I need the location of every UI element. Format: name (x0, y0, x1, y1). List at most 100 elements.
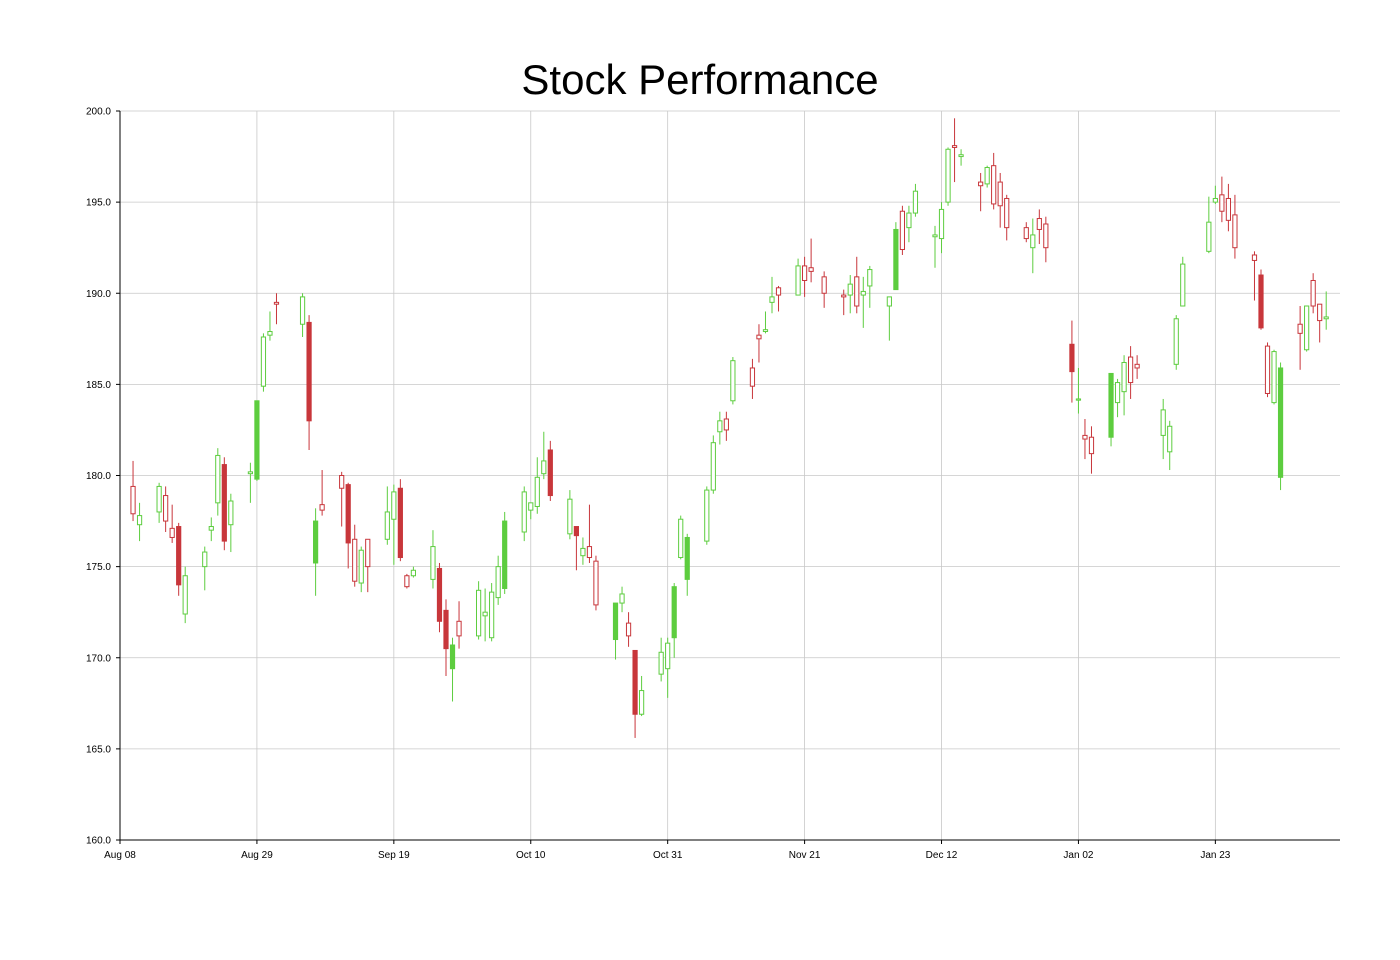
candle (938, 202, 945, 254)
candle-body (567, 498, 573, 535)
candle (1258, 269, 1264, 330)
candle-body (221, 464, 227, 542)
y-tick-label: 200.0 (86, 107, 111, 118)
candle-body (854, 276, 860, 307)
candle (723, 411, 729, 441)
candle (795, 258, 801, 296)
candle (867, 265, 873, 308)
candle-body (476, 589, 482, 637)
candle (658, 637, 664, 682)
grid-lines (119, 110, 1340, 841)
candle-body (867, 269, 873, 287)
candle-body (808, 267, 814, 272)
candle-body (1160, 409, 1166, 436)
candle (319, 470, 325, 516)
candle-body (586, 546, 593, 559)
candle-body (684, 536, 690, 580)
candle (345, 482, 351, 569)
candle-body (1043, 223, 1049, 249)
candle (358, 546, 364, 593)
candle (1225, 183, 1232, 232)
candle (1173, 315, 1179, 370)
candle (912, 183, 919, 217)
candle (567, 490, 573, 540)
candle-body (612, 602, 619, 641)
candle-body (658, 651, 664, 675)
candle-body (1030, 234, 1036, 249)
candle (625, 612, 632, 647)
candle (449, 637, 456, 702)
candle (1264, 342, 1271, 398)
candle (404, 573, 410, 589)
candle (482, 588, 488, 642)
candle-body (541, 460, 547, 475)
candle (1180, 256, 1186, 307)
candle-body (932, 234, 938, 238)
x-tick-label: Oct 31 (653, 850, 683, 861)
candle-body (1134, 363, 1140, 369)
candle-body (1036, 218, 1042, 230)
candle (1219, 176, 1225, 223)
candle-body (1232, 214, 1238, 249)
candle (1069, 320, 1075, 403)
candle (991, 152, 997, 210)
candle-body (802, 265, 808, 281)
x-tick-label: Aug 29 (241, 850, 273, 861)
candle (586, 504, 593, 563)
candle-body (1023, 227, 1029, 240)
y-tick-label: 190.0 (86, 289, 111, 300)
candle-body (717, 420, 723, 433)
candle-body (1121, 362, 1127, 393)
candle (1297, 306, 1303, 370)
candle (313, 508, 319, 596)
candle-body (639, 690, 645, 715)
candle-body (906, 212, 912, 229)
candle-body (723, 418, 729, 431)
candle (228, 493, 234, 553)
candle-body (860, 290, 866, 296)
candle (221, 457, 227, 551)
candle (208, 517, 214, 542)
candle (899, 205, 905, 255)
candle (593, 555, 599, 611)
candle-body (358, 549, 364, 584)
x-tick-label: Nov 21 (789, 850, 821, 861)
candle (391, 484, 397, 565)
x-tick-label: Oct 10 (516, 850, 546, 861)
y-tick-label: 170.0 (86, 653, 111, 664)
candle (684, 533, 690, 596)
candle-body (1206, 221, 1212, 252)
candle-body (625, 622, 632, 637)
candle-body (938, 208, 945, 240)
candle-body (730, 360, 736, 402)
candle (802, 256, 808, 297)
candle-body (299, 296, 306, 325)
candle (352, 524, 358, 587)
candle (176, 522, 182, 596)
candle-body (1180, 263, 1186, 307)
candle (130, 460, 136, 522)
candle-body (886, 296, 892, 307)
candle (997, 172, 1003, 228)
candle (299, 293, 306, 337)
candle (410, 566, 416, 578)
candle-body (208, 526, 214, 531)
candle-body (319, 504, 325, 511)
candle (156, 482, 162, 523)
candle (1023, 222, 1029, 243)
candle-body (671, 586, 677, 639)
candle (267, 311, 273, 341)
candle-body (756, 334, 762, 340)
candle (632, 649, 638, 738)
candle-body (391, 491, 397, 520)
candle (397, 479, 403, 562)
candle-body (397, 487, 403, 559)
candle (547, 440, 553, 502)
candle (717, 411, 723, 445)
candle (1251, 251, 1258, 301)
candle-body (632, 649, 638, 715)
candle (886, 296, 892, 341)
candle-body (456, 620, 462, 637)
candle (841, 289, 847, 316)
x-tick-label: Sep 19 (378, 850, 410, 861)
